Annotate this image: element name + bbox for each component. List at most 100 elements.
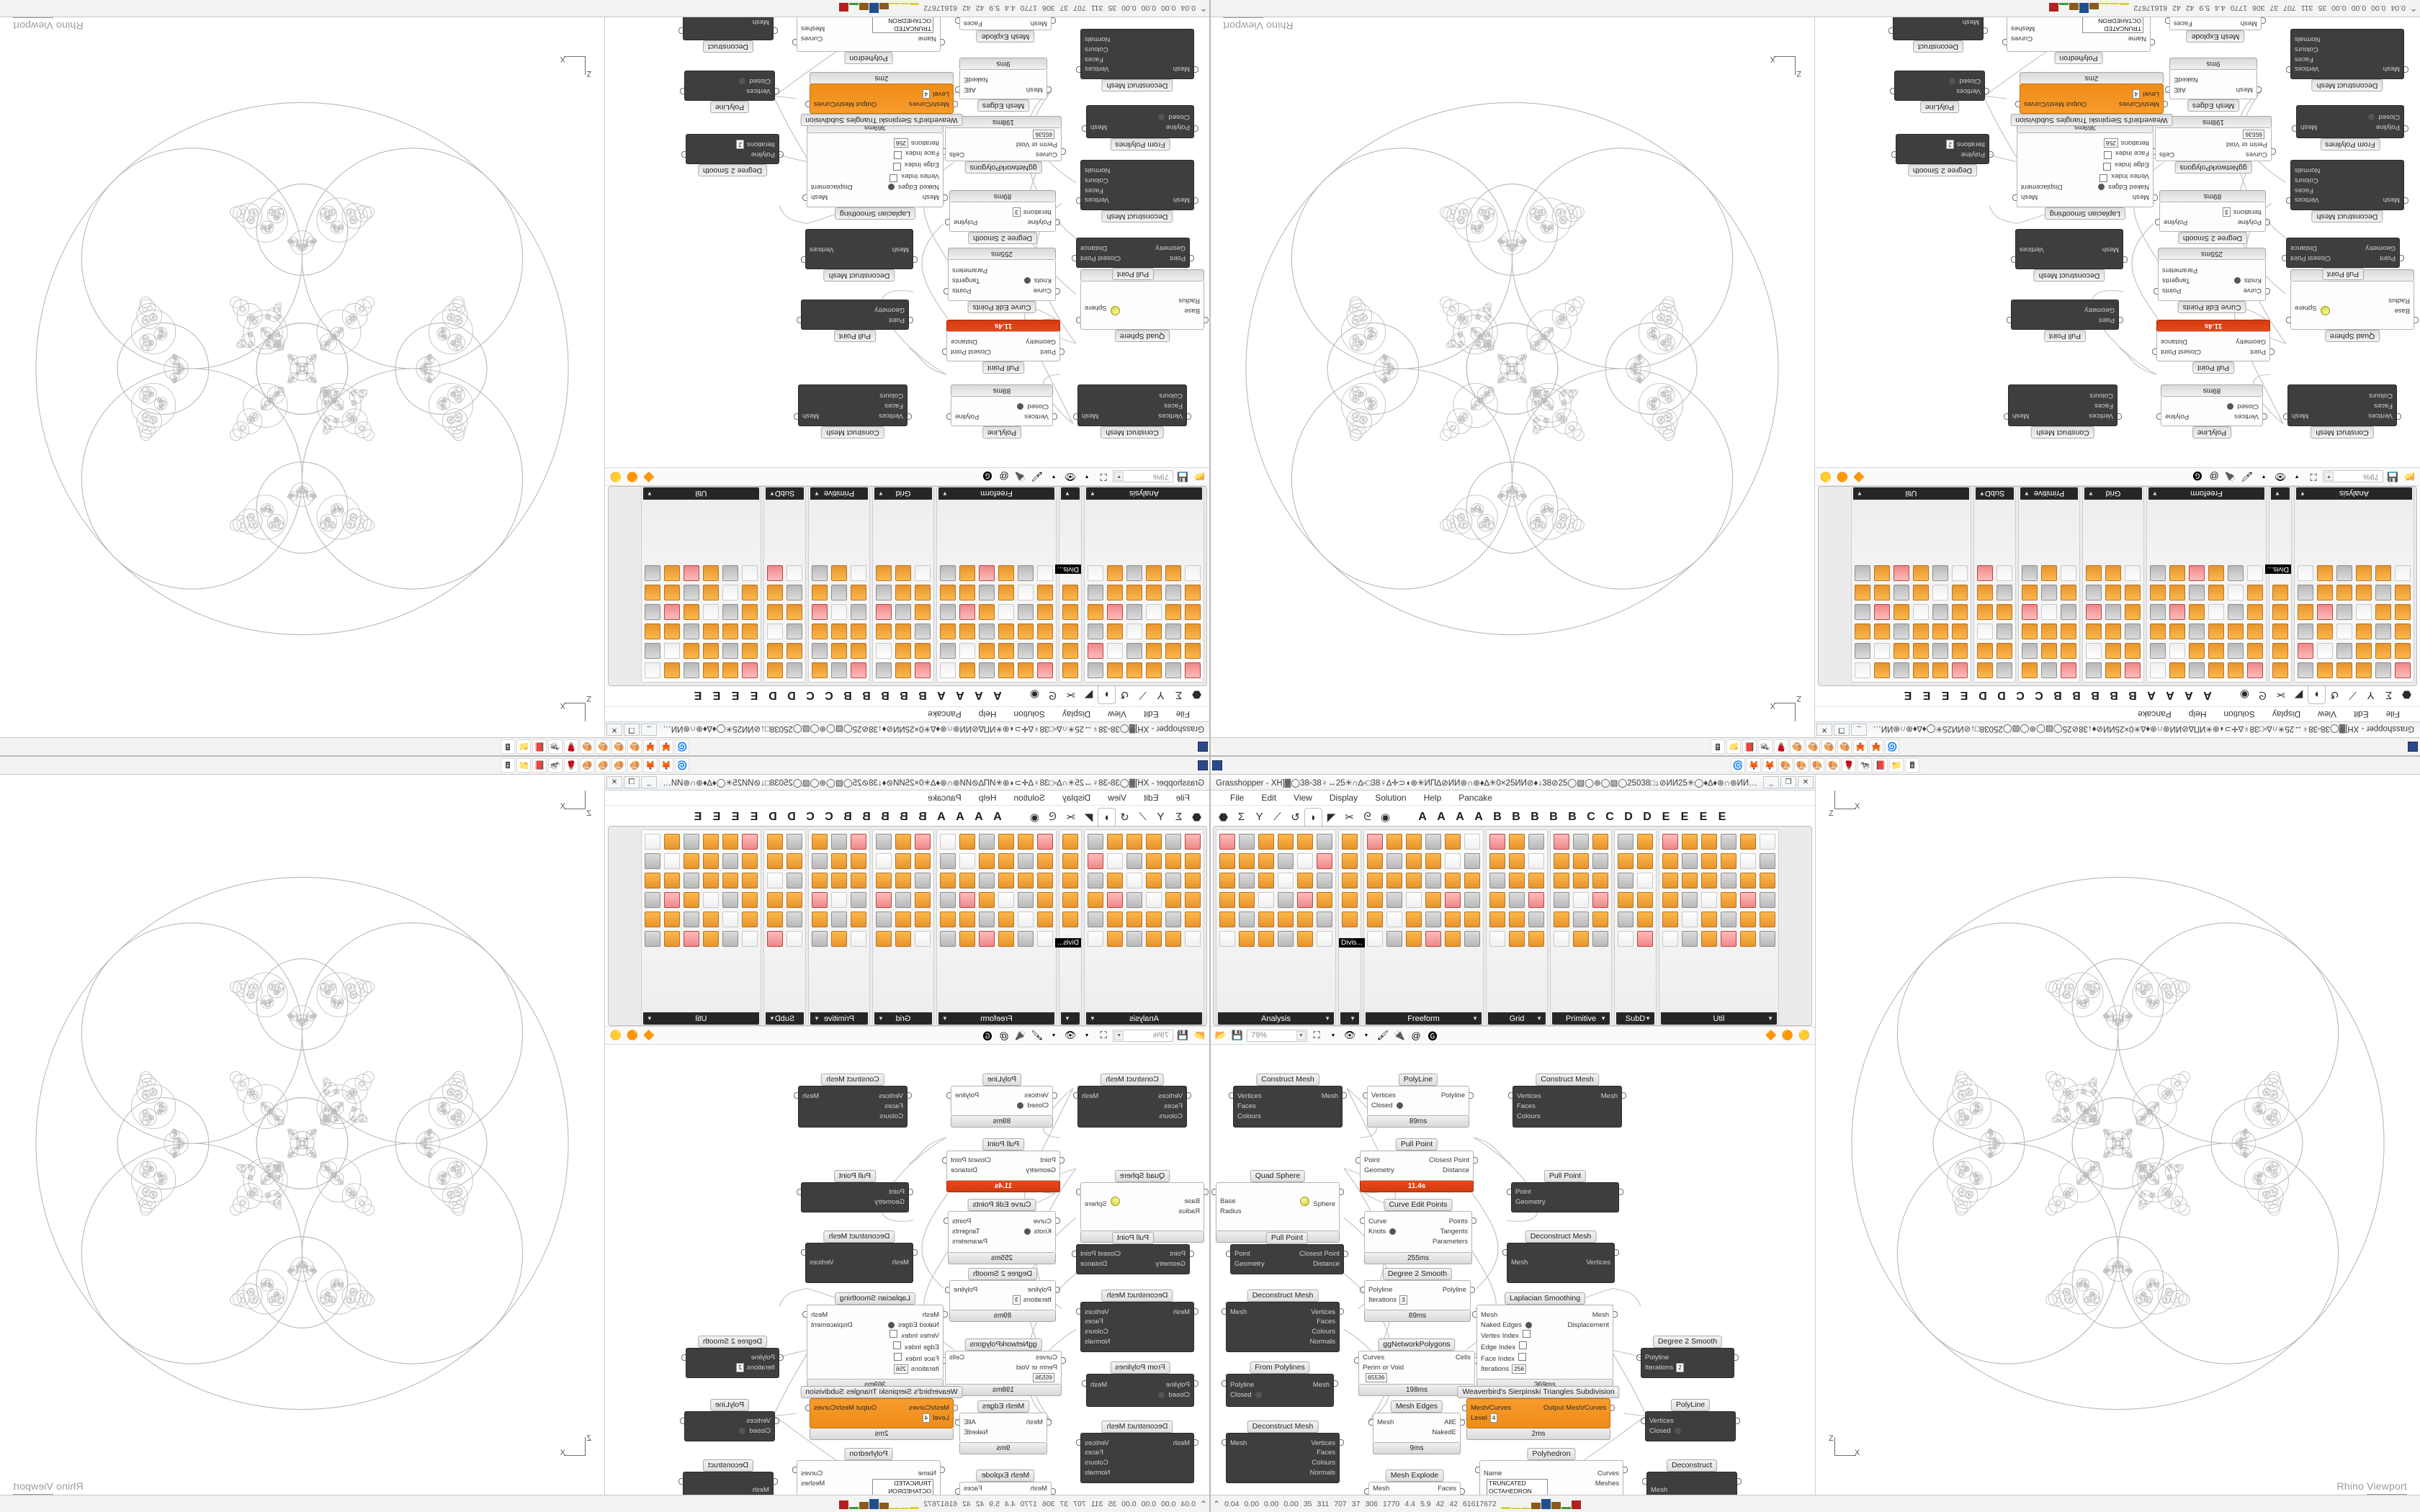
- plugin-tab-12[interactable]: D: [1643, 810, 1652, 823]
- input-ports[interactable]: Vertices Faces Colours: [2342, 389, 2396, 421]
- component-button[interactable]: [1257, 832, 1276, 851]
- ribbon-tab-surface-icon[interactable]: ◗: [1304, 808, 1322, 826]
- output-port[interactable]: Parameters: [1432, 1238, 1468, 1246]
- component-button[interactable]: [2335, 583, 2354, 602]
- component-button[interactable]: [663, 603, 681, 621]
- input-port[interactable]: Geometry: [1026, 337, 1056, 346]
- param-field[interactable]: 3: [2223, 207, 2231, 217]
- output-port[interactable]: Meshes: [1595, 1479, 1619, 1488]
- output-grip[interactable]: [942, 1157, 946, 1164]
- component-button[interactable]: [1892, 661, 1911, 680]
- component-button[interactable]: [1086, 622, 1105, 641]
- component-button[interactable]: [894, 832, 913, 851]
- component-button[interactable]: [1995, 661, 2014, 680]
- output-ports[interactable]: AllE NakedE: [1417, 1416, 1460, 1439]
- ribbon-tab-surface-icon[interactable]: ◗: [1098, 686, 1116, 704]
- input-grip[interactable]: [1194, 1380, 1198, 1387]
- output-grip[interactable]: [1736, 1418, 1740, 1425]
- input-grip[interactable]: [1229, 1092, 1233, 1099]
- output-port[interactable]: Cells: [949, 1354, 965, 1362]
- output-port[interactable]: Meshes: [801, 1479, 825, 1488]
- component-body[interactable]: Mesh Vertices Faces Colours Normals: [2286, 159, 2408, 210]
- gh-component-polyline-2[interactable]: PolyLine Vertices Closed: [1890, 70, 1989, 114]
- component-button[interactable]: [2374, 661, 2393, 680]
- panel-label[interactable]: ▼: [1340, 1012, 1359, 1025]
- menu-item-edit[interactable]: Edit: [1261, 793, 1277, 803]
- save-icon[interactable]: 💾: [1231, 1030, 1244, 1040]
- component-button[interactable]: [1257, 871, 1276, 890]
- menu-item-pancake[interactable]: Pancake: [1458, 793, 1492, 803]
- component-button[interactable]: [766, 871, 784, 890]
- input-port[interactable]: Curves: [1035, 150, 1057, 158]
- folder-open-icon[interactable]: 📂: [1214, 1030, 1227, 1040]
- component-button[interactable]: [1183, 583, 1202, 602]
- input-ports[interactable]: Point Geometry: [1003, 1154, 1059, 1177]
- index-checkbox[interactable]: [1518, 1352, 1526, 1361]
- input-port[interactable]: Point: [1234, 1250, 1250, 1259]
- output-port[interactable]: Faces: [1085, 1318, 1103, 1326]
- chevron-down-icon[interactable]: ▼: [1051, 474, 1057, 480]
- output-ports[interactable]: Mesh Displacement: [807, 137, 875, 204]
- component-body[interactable]: Mesh Vertices Faces Colours Normals: [1076, 28, 1198, 79]
- os-taskbar[interactable]: 🌀 🦊 🦊 🎨 🎨 🎨 🎨 🌹 🐄 📕 📁 🖩: [0, 737, 1210, 756]
- input-port[interactable]: Vertex Index: [1481, 1330, 1541, 1341]
- output-port[interactable]: Vertices: [810, 245, 834, 253]
- output-port[interactable]: NakedE: [964, 1428, 988, 1437]
- component-button[interactable]: [1591, 832, 1610, 851]
- gh-component-deconstruct-mesh-1[interactable]: Deconstruct Mesh Mesh Vertices Faces Colours…: [1076, 1288, 1198, 1353]
- os-status-bar[interactable]: ⌃ 0.04 0.00 0.00 0.00 35 311 707 37 306 1770 4.4 5.…: [0, 0, 1210, 17]
- component-button[interactable]: [810, 832, 829, 851]
- output-ports[interactable]: Closest Point Distance: [2157, 335, 2213, 358]
- component-button[interactable]: [1016, 622, 1035, 641]
- gha-icon[interactable]: 🅖: [982, 1030, 992, 1042]
- output-ports[interactable]: Cells: [2156, 128, 2213, 161]
- input-ports[interactable]: Vertices Closed: [1002, 1089, 1052, 1112]
- ribbon-tab-row[interactable]: ⬣ Σ Y ⟋ ↺ ◗ ◤ ✂ ᘓ ◉ A A A A B B B B B C C D D E E E E: [1815, 686, 2420, 706]
- component-button[interactable]: [2296, 642, 2315, 660]
- gh-component-construct-mesh-1[interactable]: Construct Mesh Vertices Faces Colours Mesh: [2283, 384, 2401, 440]
- plug-icon[interactable]: 🔌: [1014, 472, 1027, 482]
- panel-label[interactable]: Analysis ▼: [2296, 487, 2412, 500]
- component-button[interactable]: [1144, 583, 1163, 602]
- component-button[interactable]: [1527, 930, 1546, 948]
- launcher-icon[interactable]: [1198, 742, 1208, 752]
- gh-component-weaverbird-sierpinski[interactable]: Weaverbird's Sierpinski Triangles Subdiv…: [1457, 1385, 1620, 1441]
- component-button[interactable]: [1086, 661, 1105, 680]
- ribbon-panel-primitive[interactable]: Primitive ▼: [2018, 487, 2080, 683]
- input-port[interactable]: Closed: [1144, 112, 1190, 122]
- component-button[interactable]: [766, 891, 784, 909]
- ribbon-panel-subd[interactable]: SubD ▼: [763, 487, 806, 683]
- gh-component-deconstruct-mesh-1[interactable]: Deconstruct Mesh Mesh Vertices Faces Colours…: [1076, 159, 1198, 224]
- input-port[interactable]: Closed: [1230, 1390, 1276, 1400]
- component-button[interactable]: [1125, 564, 1144, 582]
- input-port[interactable]: Closed: [1943, 76, 1981, 86]
- input-port[interactable]: Mesh/Curves: [2119, 99, 2159, 108]
- component-button[interactable]: [1591, 871, 1610, 890]
- component-button[interactable]: [1144, 661, 1163, 680]
- component-body[interactable]: Mesh Vertices Faces Colours Normals: [1076, 1433, 1198, 1484]
- component-button[interactable]: [2374, 603, 2393, 621]
- gh-component-weaverbird-sierpinski[interactable]: Weaverbird's Sierpinski Triangles Subdiv…: [800, 1385, 963, 1441]
- chevron-down-icon[interactable]: ▼: [942, 1015, 948, 1022]
- component-button[interactable]: [874, 661, 893, 680]
- component-button[interactable]: [2246, 622, 2264, 641]
- component-button[interactable]: [721, 583, 740, 602]
- component-button[interactable]: [1912, 564, 1930, 582]
- component-button[interactable]: [2316, 642, 2334, 660]
- panel-label[interactable]: Freeform ▼: [2148, 487, 2264, 500]
- gimp-icon[interactable]: 🦊: [1762, 757, 1777, 773]
- toggle-handle[interactable]: [887, 184, 895, 191]
- component-button[interactable]: [1218, 930, 1237, 948]
- gh-component-mesh-edges[interactable]: Mesh Edges Mesh AllE NakedE 9ms: [955, 57, 1052, 113]
- output-port[interactable]: Output Mesh/Curves: [1543, 1404, 1606, 1413]
- toggle-handle[interactable]: [2368, 113, 2375, 120]
- component-button[interactable]: [1315, 891, 1334, 909]
- input-port[interactable]: Vertices: [1024, 412, 1049, 420]
- plugin-tab-3[interactable]: A: [937, 810, 946, 823]
- input-port[interactable]: Closed: [1649, 1426, 1687, 1436]
- gimp-icon[interactable]: 🦊: [659, 757, 673, 773]
- output-grip[interactable]: [1613, 1311, 1618, 1318]
